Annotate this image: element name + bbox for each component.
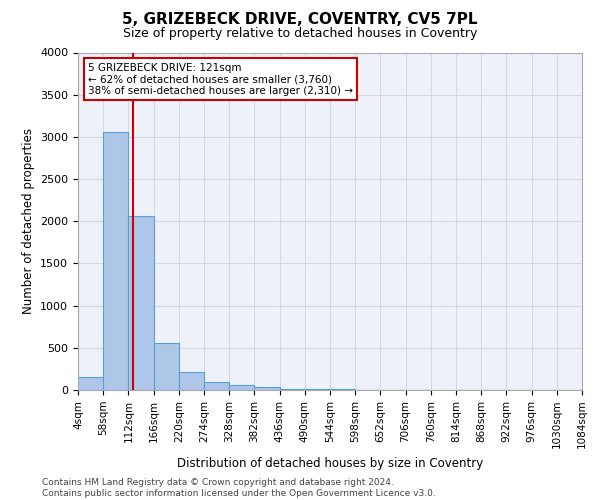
Bar (103, 132, 128, 390)
Bar (179, 372, 204, 390)
Y-axis label: Number of detached properties: Number of detached properties (22, 128, 35, 314)
Bar (229, 385, 254, 390)
Bar (78, 378, 103, 390)
Text: Size of property relative to detached houses in Coventry: Size of property relative to detached ho… (123, 28, 477, 40)
Bar (154, 343, 179, 390)
X-axis label: Distribution of detached houses by size in Coventry: Distribution of detached houses by size … (177, 456, 483, 469)
Text: 5 GRIZEBECK DRIVE: 121sqm
← 62% of detached houses are smaller (3,760)
38% of se: 5 GRIZEBECK DRIVE: 121sqm ← 62% of detac… (88, 62, 353, 96)
Text: 5, GRIZEBECK DRIVE, COVENTRY, CV5 7PL: 5, GRIZEBECK DRIVE, COVENTRY, CV5 7PL (122, 12, 478, 28)
Bar (305, 389, 330, 390)
Text: Contains HM Land Registry data © Crown copyright and database right 2024.
Contai: Contains HM Land Registry data © Crown c… (42, 478, 436, 498)
Bar (204, 382, 229, 390)
Bar (128, 216, 154, 390)
Bar (280, 388, 305, 390)
Bar (254, 386, 280, 390)
